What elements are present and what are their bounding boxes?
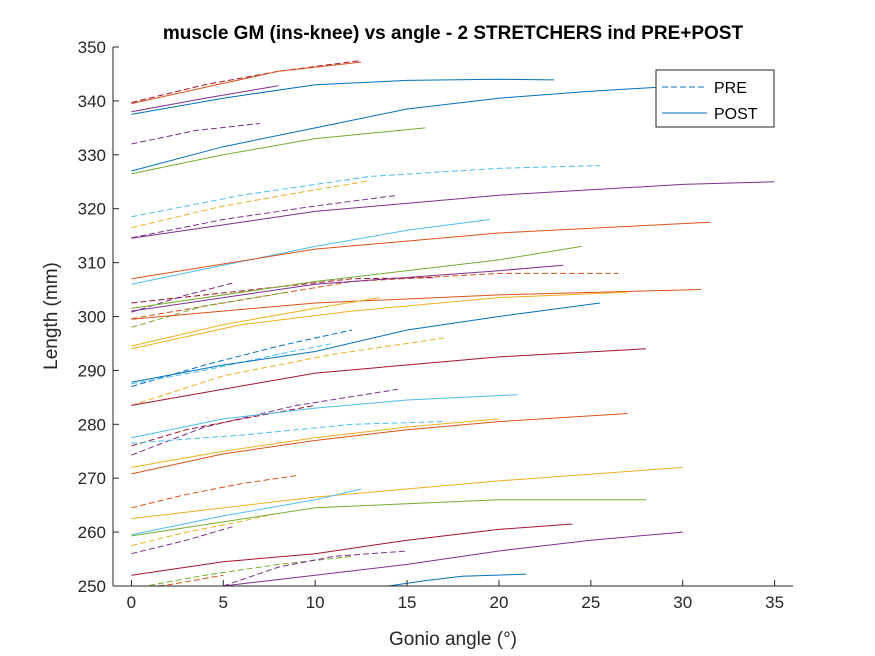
y-tick-label: 340	[78, 92, 106, 111]
series-line-post-39	[131, 466, 683, 520]
x-tick-label: 20	[489, 593, 508, 612]
series-line-post-41	[131, 499, 646, 537]
series-line-post-36	[131, 394, 518, 439]
chart-title: muscle GM (ins-knee) vs angle - 2 STRETC…	[163, 23, 744, 44]
legend-box	[655, 69, 775, 128]
series-line-post-35	[131, 348, 647, 406]
series-layer	[131, 60, 775, 586]
y-tick-label: 270	[78, 469, 106, 488]
series-line-pre-1	[131, 123, 261, 145]
series-line-post-26	[131, 181, 775, 239]
legend: PRE POST	[655, 69, 775, 128]
y-tick-label: 280	[78, 415, 106, 434]
series-line-post-40	[131, 488, 362, 536]
series-line-pre-0	[131, 60, 362, 103]
x-tick-label: 30	[673, 593, 692, 612]
y-tick-label: 290	[78, 361, 106, 380]
x-tick-label: 25	[581, 593, 600, 612]
y-tick-label: 320	[78, 200, 106, 219]
series-line-pre-7	[131, 282, 233, 313]
series-line-post-28	[131, 221, 711, 280]
series-line-post-23	[131, 85, 279, 113]
y-ticks: 250 260 270 280 290 300 310 320 330 340 350	[78, 38, 119, 596]
series-line-post-37	[131, 413, 628, 475]
series-line-pre-4	[131, 194, 398, 239]
y-tick-label: 250	[78, 577, 106, 596]
legend-post-label: POST	[714, 106, 758, 123]
series-line-post-30	[131, 264, 564, 312]
series-line-post-25	[131, 127, 426, 175]
series-line-pre-20	[152, 574, 224, 586]
series-line-post-42	[131, 523, 573, 576]
x-ticks: 0 5 10 15 20 25 30 35	[127, 580, 784, 612]
series-line-post-29	[131, 245, 582, 309]
series-line-pre-13	[131, 404, 316, 447]
series-line-pre-19	[223, 550, 408, 586]
series-line-post-22	[131, 78, 555, 115]
series-line-post-34	[131, 302, 601, 383]
x-tick-label: 10	[306, 593, 325, 612]
series-line-pre-2	[131, 165, 601, 218]
series-line-pre-11	[131, 337, 444, 406]
y-tick-label: 310	[78, 254, 106, 273]
x-tick-label: 15	[398, 593, 417, 612]
series-line-pre-17	[131, 526, 233, 555]
series-line-pre-3	[131, 180, 371, 229]
series-line-post-21	[131, 61, 362, 105]
x-tick-label: 5	[219, 593, 228, 612]
x-tick-label: 35	[765, 593, 784, 612]
series-line-post-32	[131, 291, 628, 350]
y-tick-label: 350	[78, 38, 106, 57]
series-line-pre-8	[131, 291, 288, 328]
series-line-post-43	[223, 531, 683, 586]
plot-area	[113, 47, 793, 586]
y-tick-label: 300	[78, 308, 106, 327]
y-tick-label: 260	[78, 523, 106, 542]
series-line-post-33	[131, 297, 380, 347]
y-tick-label: 330	[78, 146, 106, 165]
series-line-post-27	[131, 219, 490, 285]
series-line-post-31	[131, 289, 702, 320]
y-axis-label: Length (mm)	[41, 262, 62, 370]
x-axis-label: Gonio angle (°)	[389, 629, 517, 650]
series-line-pre-15	[131, 475, 297, 509]
x-tick-label: 0	[127, 593, 136, 612]
legend-pre-label: PRE	[714, 80, 747, 97]
series-line-post-38	[131, 418, 499, 468]
series-line-pre-16	[131, 512, 279, 547]
series-line-pre-5	[131, 272, 619, 320]
series-line-pre-14	[131, 421, 444, 444]
